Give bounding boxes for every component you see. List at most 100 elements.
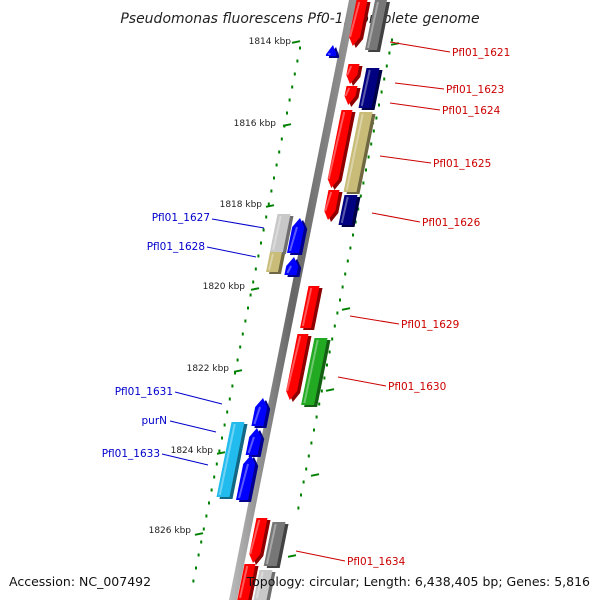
gene-feature-pfl01-1625[interactable] [343,112,376,194]
ruler-dot-right [302,480,305,484]
ruler-dot-right [391,38,393,42]
ruler-tick [287,554,297,558]
accession-text: Accession: NC_007492 [9,574,151,589]
gene-feature-pfl01-1622[interactable] [365,0,390,52]
label-leader-line [379,155,432,164]
gene-feature-pfl01-1635[interactable] [237,564,259,600]
label-leader-line [169,420,217,433]
gene-feature-pfl01-1626a-highlight [324,191,333,212]
kbp-label-1820: 1820 kbp [203,282,246,292]
gene-label-pfl01-1633[interactable]: Pfl01_1633 [102,448,160,460]
gene-label-pfl01-1624[interactable]: Pfl01_1624 [442,105,501,117]
gene-feature-pfl01-1628a-highlight [268,253,274,271]
gene-feature-pfl01-1632a[interactable] [216,422,248,499]
ruler-dot-left [241,332,244,336]
gene-feature-pfl01-1626a[interactable] [324,190,343,222]
gene-label-pfl01-1626[interactable]: Pfl01_1626 [422,217,481,229]
ruler-dot-left [252,280,255,284]
gene-feature-pfl01-1628a[interactable] [266,252,285,274]
ruler-dot-right [323,376,326,380]
ruler-dot-left [293,72,296,76]
gene-feature-pfl01-1634[interactable] [263,522,289,568]
gene-label-purn[interactable]: purN [142,415,168,427]
gene-label-pfl01-1621[interactable]: Pfl01_1621 [452,47,510,59]
gene-feature-pfl01-1630-highlight [303,339,319,404]
ruler-dot-left [260,241,262,245]
gene-feature-pfl01-1633[interactable] [236,455,259,502]
ruler-dot-left [286,111,288,115]
gene-feature-pfl01-1630a-body [286,334,309,400]
ruler-tick [282,123,292,127]
ruler-dot-left [202,527,205,531]
gene-feature-pfl01-1628-highlight [286,265,292,274]
ruler-tick [310,473,320,477]
gene-feature-pfl01-1621[interactable] [349,0,371,48]
ruler-dot-right [359,194,362,198]
ruler-ticks [194,40,400,558]
label-leader-line [349,315,400,325]
gene-feature-pfl01-1628[interactable] [284,257,302,277]
ruler-dot-right [305,467,308,471]
ruler-dot-left [247,306,249,310]
ruler-tick [291,40,301,44]
label-leader-line [295,550,346,562]
topology-text: Topology: circular; Length: 6,438,405 bp… [246,574,590,589]
label-leader-line [161,453,209,466]
label-leader-line [174,391,223,405]
gene-feature-pfl01-1623[interactable] [346,64,363,86]
ruler-dot-left [197,553,200,557]
gene-feature-pfl01-1621-body [349,0,368,46]
gene-label-pfl01-1630[interactable]: Pfl01_1630 [388,381,446,393]
gene-label-pfl01-1623[interactable]: Pfl01_1623 [446,84,504,96]
gene-label-pfl01-1628[interactable]: Pfl01_1628 [147,241,205,253]
ruler-tick [194,532,204,536]
ruler-dot-right [313,428,315,432]
ruler-dot-left [278,150,281,154]
kbp-label-1816: 1816 kbp [234,119,277,129]
ruler-dot-right [320,389,323,393]
gene-label-pfl01-1627[interactable]: Pfl01_1627 [152,212,210,224]
gene-feature-pfl01-1634a[interactable] [249,518,271,565]
ruler-dot-left [296,59,299,63]
kbp-label-1824: 1824 kbp [171,446,214,456]
ruler-tick [341,307,351,311]
gene-features [216,0,390,600]
ruler-dot-left [280,137,283,141]
gene-feature-pfl01-1620[interactable] [325,45,340,58]
ruler-dot-left [265,215,268,219]
gene-feature-pfl01-1626[interactable] [338,195,361,227]
label-leader-line [389,102,441,111]
gene-feature-purn[interactable] [245,428,265,457]
ruler-dot-right [380,90,383,94]
gene-feature-pfl01-1630[interactable] [301,338,331,407]
ruler-dot-left [262,228,265,232]
gene-label-pfl01-1634[interactable]: Pfl01_1634 [347,556,406,568]
ruler-dot-left [267,202,270,206]
gene-label-pfl01-1629[interactable]: Pfl01_1629 [401,319,459,331]
gene-label-pfl01-1625[interactable]: Pfl01_1625 [433,158,491,170]
kbp-label-1822: 1822 kbp [187,364,230,374]
genome-backbone [229,0,357,600]
ruler-dot-right [315,415,318,419]
gene-feature-pfl01-1631[interactable] [251,398,271,428]
gene-label-pfl01-1631[interactable]: Pfl01_1631 [115,386,173,398]
ruler-dot-left [231,384,234,388]
gene-feature-pfl01-1623b[interactable] [344,86,361,107]
gene-feature-pfl01-1636[interactable] [253,570,276,600]
gene-feature-pfl01-1627[interactable] [287,218,308,255]
ruler-dot-right [346,259,349,263]
ruler-dot-right [385,64,388,68]
ruler-dot-right [357,207,360,211]
ruler-tick [233,369,243,373]
ruler-dot-left [223,423,226,427]
gene-feature-pfl01-1625a[interactable] [327,110,356,190]
gene-feature-pfl01-1624[interactable] [358,68,383,110]
gene-feature-pfl01-1629[interactable] [300,286,323,330]
gene-feature-pfl01-1634a-highlight [249,519,261,555]
ruler-dot-left [195,566,197,570]
gene-feature-pfl01-1630a[interactable] [286,334,312,402]
gene-feature-pfl01-1634-highlight [265,523,277,565]
gene-feature-pfl01-1627a[interactable] [269,214,294,254]
ruler-dot-left [192,579,195,583]
gene-feature-pfl01-1623-highlight [346,65,353,76]
